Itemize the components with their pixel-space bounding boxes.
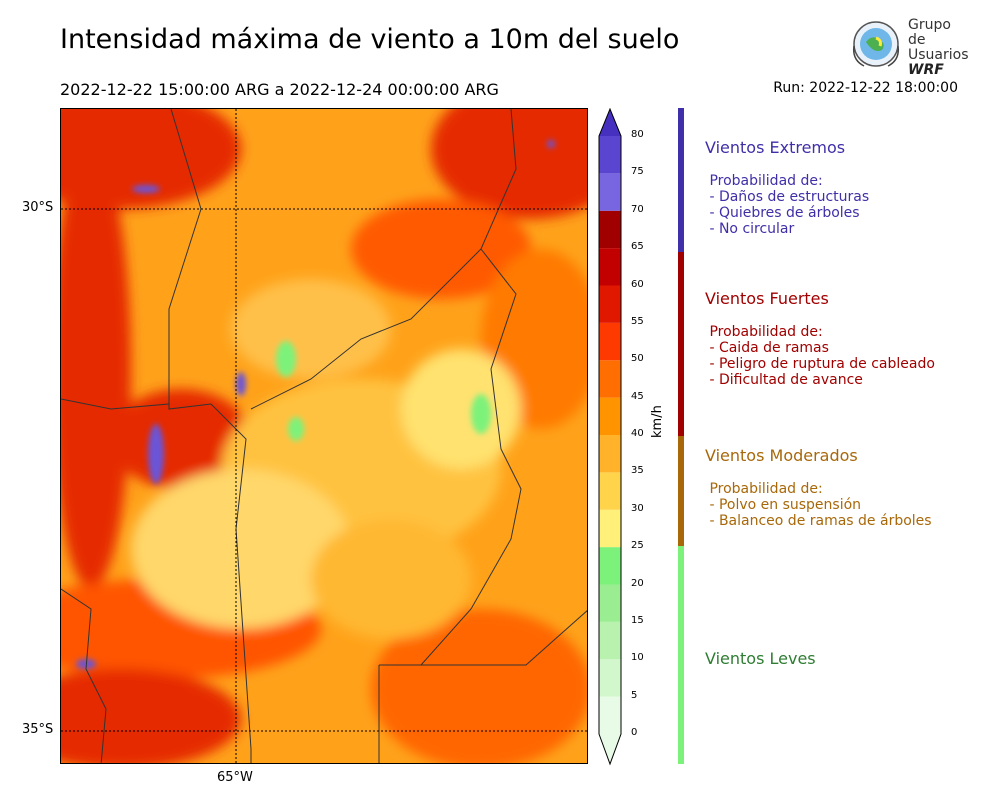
category-line: - No circular: [705, 221, 795, 237]
colorbar-segment: [599, 210, 621, 249]
wind-map: [60, 108, 588, 764]
colorbar-segment: [599, 136, 621, 174]
colorbar: [598, 107, 688, 768]
category-bar-leves: [678, 546, 684, 764]
logo-line-3: WRF: [908, 62, 944, 78]
category-line: Probabilidad de:: [705, 481, 823, 497]
category-leves: Vientos Leves: [705, 649, 816, 668]
colorbar-segment: [599, 397, 621, 435]
colorbar-tick-label: 30: [631, 502, 644, 514]
colorbar-tick-label: 45: [631, 390, 644, 402]
colorbar-scale: [598, 107, 622, 766]
category-title: Vientos Leves: [705, 649, 816, 668]
colorbar-segment: [599, 509, 621, 548]
lat-label-30s: 30°S: [22, 200, 54, 215]
colorbar-segment: [599, 696, 621, 734]
category-title: Vientos Fuertes: [705, 289, 829, 308]
category-line: - Daños de estructuras: [705, 189, 870, 205]
lon-label-65w: 65°W: [217, 770, 253, 785]
colorbar-segment: [599, 248, 621, 286]
colorbar-segment: [599, 584, 621, 622]
colorbar-segment: [599, 547, 621, 585]
wind-field: [61, 109, 587, 763]
map-title: Intensidad máxima de viento a 10m del su…: [60, 24, 680, 55]
colorbar-tick-label: 5: [631, 689, 638, 701]
category-fuertes: Vientos Fuertes Probabilidad de: - Caida…: [705, 289, 935, 388]
colorbar-segment: [599, 322, 621, 361]
wrf-logo: Grupo de Usuarios WRF: [848, 16, 969, 78]
colorbar-tick-label: 25: [631, 540, 644, 552]
colorbar-tick-label: 70: [631, 203, 644, 215]
category-line: Probabilidad de:: [705, 173, 823, 189]
category-title: Vientos Extremos: [705, 138, 846, 157]
category-line: - Dificultad de avance: [705, 372, 863, 388]
category-line: - Caida de ramas: [705, 340, 829, 356]
colorbar-tick-label: 20: [631, 577, 644, 589]
category-line: - Peligro de ruptura de cableado: [705, 356, 935, 372]
lat-label-35s: 35°S: [22, 722, 54, 737]
colorbar-tick-label: 35: [631, 465, 644, 477]
category-title: Vientos Moderados: [705, 446, 858, 465]
category-line: Probabilidad de:: [705, 324, 823, 340]
globe-logo-icon: [852, 21, 900, 67]
colorbar-segment: [599, 109, 621, 136]
forecast-period: 2022-12-22 15:00:00 ARG a 2022-12-24 00:…: [60, 80, 499, 99]
category-moderados: Vientos Moderados Probabilidad de: - Pol…: [705, 446, 932, 529]
category-line: - Quiebres de árboles: [705, 205, 860, 221]
category-extremos: Vientos Extremos Probabilidad de: - Daño…: [705, 138, 869, 237]
colorbar-tick-label: 15: [631, 614, 644, 626]
colorbar-segment: [599, 360, 621, 398]
colorbar-tick-label: 75: [631, 166, 644, 178]
run-time: Run: 2022-12-22 18:00:00: [773, 80, 958, 96]
colorbar-segment: [599, 659, 621, 697]
colorbar-segment: [599, 285, 621, 323]
colorbar-segment: [599, 472, 621, 510]
colorbar-tick-label: 80: [631, 129, 644, 140]
colorbar-tick-label: 40: [631, 428, 644, 439]
colorbar-segment: [599, 173, 621, 211]
colorbar-tick-label: 60: [631, 278, 644, 290]
colorbar-tick-label: 0: [631, 727, 638, 738]
category-bar-extremos: [678, 108, 684, 252]
colorbar-unit: km/h: [650, 405, 665, 438]
colorbar-tick-label: 55: [631, 315, 644, 327]
colorbar-segment: [599, 435, 621, 473]
category-bar-moderados: [678, 436, 684, 546]
logo-line-1: Grupo de: [908, 17, 951, 48]
category-line: - Balanceo de ramas de árboles: [705, 513, 932, 529]
category-line: - Polvo en suspensión: [705, 497, 862, 513]
colorbar-tick-label: 50: [631, 353, 644, 365]
colorbar-tick-label: 10: [631, 652, 644, 664]
colorbar-segment: [599, 621, 621, 660]
colorbar-tick-label: 65: [631, 241, 644, 253]
category-bar-fuertes: [678, 252, 684, 436]
logo-line-2: Usuarios: [908, 47, 969, 63]
colorbar-segment: [599, 734, 621, 764]
